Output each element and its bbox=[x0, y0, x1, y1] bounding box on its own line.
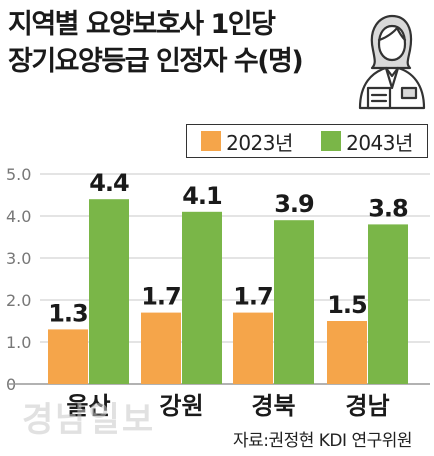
bar-2043 bbox=[274, 220, 314, 384]
chart-title-line-2: 장기요양등급 인정자 수(명) bbox=[8, 46, 304, 77]
bar-2023 bbox=[327, 321, 367, 384]
source-note: 자료:권정현 KDI 연구위원 bbox=[232, 431, 413, 451]
legend-item-2023: 2023년 bbox=[201, 127, 293, 156]
y-tick-label: 4.0 bbox=[6, 207, 31, 226]
legend-swatch-2023 bbox=[201, 131, 222, 151]
y-tick-label: 5.0 bbox=[6, 165, 31, 184]
y-tick-label: 3.0 bbox=[6, 249, 31, 268]
chart-title-line-1: 지역별 요양보호사 1인당 bbox=[8, 9, 276, 40]
bar-2023 bbox=[141, 312, 181, 384]
legend-item-2043: 2043년 bbox=[321, 127, 413, 156]
bar-2023 bbox=[233, 312, 273, 384]
bar-2043 bbox=[368, 224, 408, 384]
x-tick-label: 강원 bbox=[159, 392, 203, 420]
data-label: 4.4 bbox=[89, 169, 129, 197]
y-tick-label: 2.0 bbox=[6, 291, 31, 310]
bar-2023 bbox=[48, 329, 88, 384]
watermark-text: 경남일보 bbox=[22, 400, 156, 440]
x-tick-label: 경북 bbox=[251, 392, 295, 420]
data-label: 3.9 bbox=[274, 190, 314, 218]
y-tick-label: 1.0 bbox=[6, 333, 31, 352]
data-label: 1.7 bbox=[233, 283, 273, 311]
data-label: 4.1 bbox=[182, 182, 222, 210]
bar-2043 bbox=[89, 199, 129, 384]
data-label: 1.5 bbox=[327, 291, 367, 319]
chart-title: 지역별 요양보호사 1인당 장기요양등급 인정자 수(명) bbox=[8, 6, 348, 80]
legend-swatch-2043 bbox=[321, 131, 342, 151]
legend-label-2023: 2023년 bbox=[226, 130, 293, 155]
data-label: 1.3 bbox=[48, 299, 88, 327]
caregiver-person-icon bbox=[350, 10, 432, 110]
data-label: 1.7 bbox=[141, 283, 181, 311]
chart-legend: 2023년 2043년 bbox=[186, 124, 428, 158]
bar-2043 bbox=[182, 211, 222, 384]
data-label: 3.8 bbox=[368, 194, 408, 222]
x-tick-label: 경남 bbox=[345, 392, 389, 420]
legend-label-2043: 2043년 bbox=[346, 130, 413, 155]
x-tick-label: 울산 bbox=[66, 392, 110, 420]
